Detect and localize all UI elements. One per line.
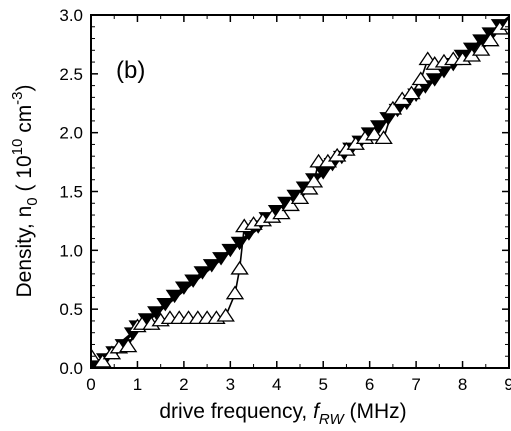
- series-2-point: [290, 190, 310, 205]
- series-2-point: [365, 126, 384, 141]
- series-2-point: [300, 180, 319, 195]
- series-1-point: [221, 243, 240, 258]
- x-axis-label: drive frequency, fRW (MHz): [159, 400, 406, 428]
- series-1-point: [202, 259, 221, 273]
- y-tick-label: 2.0: [59, 124, 83, 143]
- series-1-point: [193, 266, 212, 280]
- series-1-point: [212, 252, 230, 266]
- x-tick-label: 5: [318, 375, 327, 394]
- series-1-point: [184, 274, 203, 288]
- series-2-point: [304, 173, 324, 188]
- x-tick-label: 3: [226, 375, 235, 394]
- y-tick-label: 0.0: [59, 359, 83, 378]
- series-2-point: [93, 353, 112, 368]
- series-1-point: [370, 120, 388, 134]
- y-tick-label: 0.5: [59, 300, 83, 319]
- x-tick-label: 1: [133, 375, 142, 394]
- x-tick-label: 2: [179, 375, 188, 394]
- series-1-point: [156, 297, 175, 312]
- y-tick-label: 1.0: [59, 241, 83, 260]
- x-tick-label: 9: [504, 375, 511, 394]
- series-2-point: [91, 347, 101, 362]
- panel-label: (b): [116, 57, 145, 84]
- series-1-point: [147, 306, 165, 320]
- series-1-point: [230, 236, 249, 251]
- series-2-point: [272, 205, 291, 220]
- x-tick-label: 0: [86, 375, 95, 394]
- series-1-point: [425, 73, 444, 87]
- y-tick-label: 1.5: [59, 183, 83, 202]
- series-2-point: [471, 41, 491, 56]
- y-tick-label: 2.5: [59, 65, 83, 84]
- series-2-point: [281, 197, 300, 212]
- y-axis-label: Density, n0 ( 1010 cm-3): [9, 84, 41, 297]
- series-2-point: [216, 307, 235, 322]
- series-2-point: [374, 130, 393, 144]
- series-2-point: [499, 16, 509, 30]
- series-2-point: [383, 100, 403, 115]
- series-2-point: [411, 71, 430, 86]
- x-tick-label: 4: [272, 375, 281, 394]
- series-1-point: [165, 289, 184, 304]
- series-2-point: [230, 260, 249, 275]
- y-tick-label: 3.0: [59, 6, 83, 25]
- series-2-point: [402, 85, 421, 100]
- series-2-point: [225, 285, 245, 300]
- x-tick-label: 7: [411, 375, 420, 394]
- series-1-point: [174, 281, 193, 295]
- x-tick-label: 8: [458, 375, 467, 394]
- series-2-point: [481, 32, 500, 47]
- x-tick-label: 6: [365, 375, 374, 394]
- series-2-point: [118, 338, 138, 353]
